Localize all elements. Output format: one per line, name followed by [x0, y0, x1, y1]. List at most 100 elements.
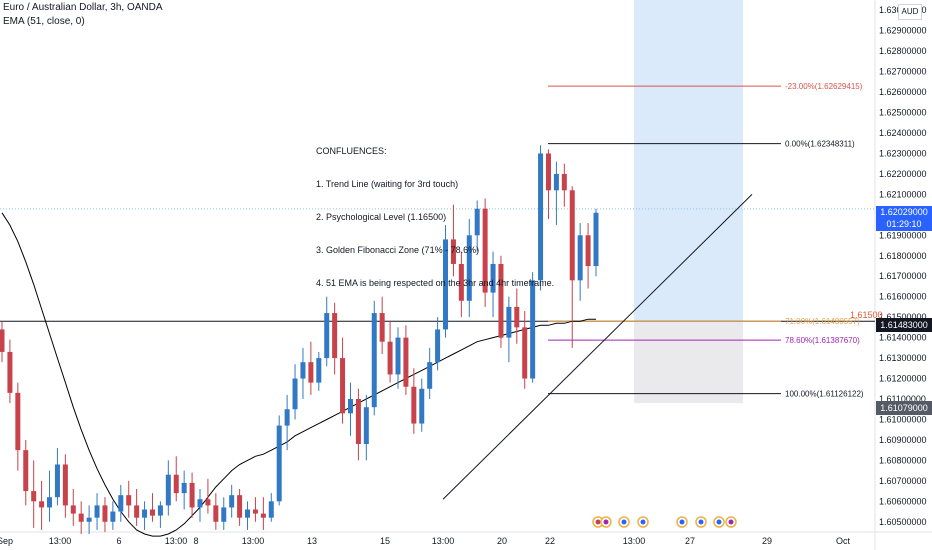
candle-body	[561, 173, 567, 191]
candle-body	[514, 306, 520, 328]
note-line: 3. Golden Fibonacci Zone (71% - 78.6%)	[316, 245, 480, 255]
event-marker-dot	[679, 519, 685, 525]
price-tick-label: 1.61000000	[879, 414, 927, 424]
candle-body	[213, 505, 219, 522]
trend-line[interactable]	[442, 194, 753, 500]
note-line: 1. Trend Line (waiting for 3rd touch)	[316, 179, 459, 189]
candle-body	[450, 239, 456, 264]
event-marker-dot	[603, 519, 609, 525]
indicator-legend[interactable]: EMA (51, close, 0)	[3, 16, 85, 27]
candle-body	[435, 329, 441, 363]
time-tick-label: 22	[545, 536, 555, 546]
candle-body	[110, 511, 116, 522]
candle-body	[268, 501, 274, 518]
time-tick-label: 13:00	[242, 536, 265, 546]
candle-body	[205, 499, 211, 506]
price-tick-label: 1.62300000	[879, 148, 927, 158]
candle-body	[142, 509, 148, 518]
price-tick-label: 1.61600000	[879, 292, 927, 302]
price-tick-label: 1.61100000	[879, 394, 926, 404]
candle-body	[237, 495, 243, 518]
candle-body	[245, 509, 251, 518]
candle-body	[403, 337, 409, 387]
time-tick-label: 13:00	[49, 536, 72, 546]
price-axis[interactable]: 1.60500000 1.60600000 1.60700000 1.60800000…	[879, 5, 927, 527]
time-tick-label: 8	[193, 536, 198, 546]
candle-body	[221, 507, 227, 522]
price-tick-label: 1.62600000	[879, 87, 927, 97]
candle-body	[347, 399, 353, 414]
candle-body	[569, 190, 575, 281]
candle-body	[189, 482, 195, 508]
candle-body	[31, 491, 37, 502]
candle-body	[15, 392, 21, 451]
note-line: 4. 51 EMA is being respected on the 3hr …	[316, 278, 555, 288]
candle-body	[553, 173, 559, 191]
countdown-tag: 01:29:10	[876, 219, 932, 231]
candle-body	[54, 464, 60, 498]
price-tick-label: 1.61300000	[879, 353, 927, 363]
candle-body	[70, 505, 76, 514]
candle-body	[593, 212, 599, 266]
candle-body	[39, 501, 45, 508]
event-markers[interactable]	[592, 516, 737, 528]
candle-body	[387, 341, 393, 375]
confluences-note: CONFLUENCES: 1. Trend Line (waiting for …	[316, 124, 554, 300]
candle-body	[300, 362, 306, 379]
price-tick-label: 1.62200000	[879, 169, 927, 179]
note-line: CONFLUENCES:	[316, 146, 387, 156]
event-marker-dot	[698, 519, 704, 525]
event-marker-dot	[640, 519, 646, 525]
candle-body	[0, 329, 5, 352]
current-price-value: 1.62029000	[880, 207, 928, 217]
time-tick-label: 6	[116, 536, 121, 546]
candle-body	[157, 505, 163, 516]
candle-body	[324, 313, 330, 359]
candle-body	[466, 235, 472, 301]
candle-body	[498, 263, 504, 338]
currency-label[interactable]: AUD	[898, 4, 922, 20]
candle-body	[419, 388, 425, 424]
candle-body	[308, 362, 314, 383]
time-axis[interactable]: Sep 13:00 6 13:00 8 13:00 13 15 13:00 20 22 13:00 27…	[0, 536, 850, 546]
event-marker-dot	[728, 519, 734, 525]
candle-body	[506, 306, 512, 338]
symbol-title: Euro / Australian Dollar, 3h, OANDA	[3, 2, 163, 13]
candle-body	[47, 497, 53, 508]
candle-body	[276, 425, 282, 502]
event-marker-dot	[716, 519, 722, 525]
fibonacci-retracement[interactable]: -23.00%(1.62629415) 0.00%(1.62348311) 71.0…	[548, 82, 864, 399]
candle-body	[149, 509, 155, 516]
candle-body	[577, 235, 583, 281]
candle-body	[316, 358, 322, 383]
candle-body	[102, 505, 108, 522]
time-tick-label: 15	[380, 536, 390, 546]
event-marker-dot	[595, 519, 601, 525]
candle-body	[379, 313, 385, 342]
price-tick-label: 1.61200000	[879, 374, 927, 384]
candle-body	[292, 378, 298, 410]
candle-body	[482, 208, 488, 293]
candle-body	[530, 280, 536, 379]
candles	[0, 145, 599, 535]
candle-body	[78, 513, 84, 522]
candle-body	[94, 505, 100, 518]
candle-body	[134, 505, 140, 518]
stop-zone	[634, 321, 743, 404]
price-tick-label: 1.61700000	[879, 271, 927, 281]
price-tick-label: 1.62400000	[879, 128, 927, 138]
time-tick-label: 20	[497, 536, 507, 546]
time-tick-label: 29	[762, 536, 772, 546]
price-tick-label: 1.62700000	[879, 67, 927, 77]
ascending-trend-line[interactable]	[442, 194, 753, 500]
candle-body	[118, 495, 124, 512]
candle-body	[522, 327, 528, 379]
target-zone	[634, 0, 743, 322]
candle-body	[23, 450, 29, 492]
candle-body	[86, 517, 92, 522]
price-tick-label: 1.60800000	[879, 455, 927, 465]
candle-body	[411, 386, 417, 424]
candle-body	[538, 153, 544, 281]
candle-body	[260, 513, 266, 518]
